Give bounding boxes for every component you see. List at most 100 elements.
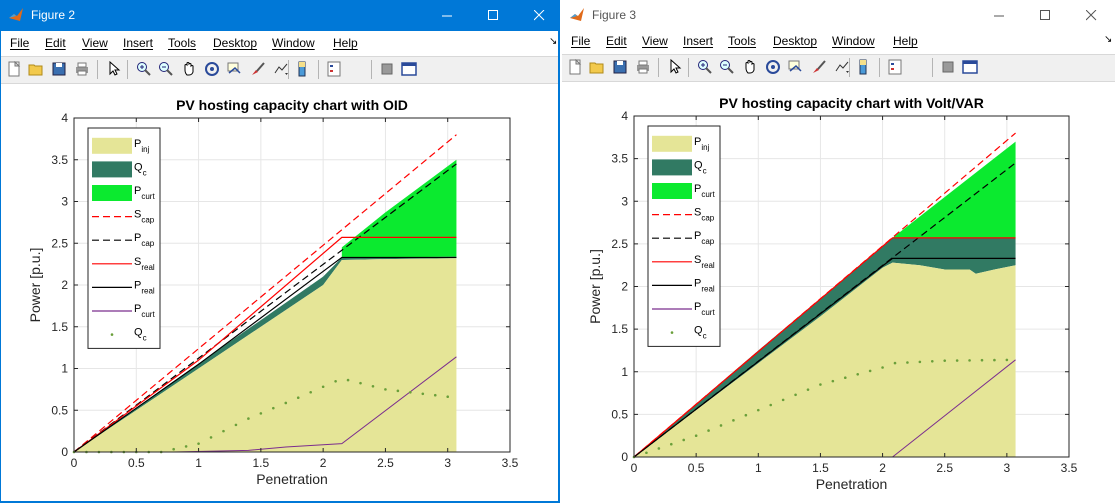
menu-insert[interactable]: Insert <box>683 34 714 48</box>
menu-tools[interactable]: Tools <box>168 36 197 50</box>
zoom-out-button[interactable] <box>719 59 735 75</box>
q-c-point <box>918 360 922 364</box>
rotate-button[interactable] <box>765 59 781 75</box>
menu-help[interactable]: Help <box>333 36 358 50</box>
y-tick-label: 0 <box>61 445 68 459</box>
title-bar[interactable]: Figure 3 <box>562 0 1115 31</box>
q-c-point <box>744 413 748 417</box>
title-bar[interactable]: Figure 2 <box>1 0 558 31</box>
menu-edit[interactable]: Edit <box>606 34 627 48</box>
y-tick-label: 3.5 <box>611 152 628 166</box>
q-c-point <box>334 379 337 383</box>
menu-desktop[interactable]: Desktop <box>213 36 258 50</box>
legend-button[interactable] <box>887 59 903 75</box>
link-button[interactable] <box>834 59 850 75</box>
toolbar-separator <box>127 60 128 79</box>
open-button[interactable] <box>589 59 605 75</box>
q-c-point <box>955 359 959 362</box>
menu-window[interactable]: Window <box>832 34 875 48</box>
legend-dot <box>670 331 674 334</box>
pan-button[interactable] <box>181 61 197 77</box>
x-tick-label: 0 <box>71 456 78 470</box>
print-button[interactable] <box>635 59 651 75</box>
data-cursor-button[interactable] <box>227 61 243 77</box>
q-c-point <box>794 393 797 397</box>
dock-arrow-icon[interactable]: ↘ <box>549 36 558 47</box>
q-c-point <box>234 423 238 427</box>
close-button[interactable] <box>516 0 558 31</box>
x-tick-label: 0 <box>631 461 638 475</box>
open-button[interactable] <box>28 61 44 77</box>
pointer-button[interactable] <box>106 60 122 77</box>
close-button[interactable] <box>1068 0 1114 31</box>
minimize-button[interactable] <box>424 0 470 31</box>
data-cursor-button[interactable] <box>788 59 804 75</box>
colorbar-button[interactable] <box>294 61 310 77</box>
brush-button[interactable] <box>811 59 827 75</box>
show-plot-tools-button[interactable] <box>401 61 417 77</box>
minimize-button[interactable] <box>976 0 1022 31</box>
save-button[interactable] <box>51 61 67 77</box>
pan-button[interactable] <box>742 59 758 75</box>
legend-subscript: curt <box>701 190 715 199</box>
y-tick-label: 1.5 <box>51 320 68 334</box>
link-button[interactable] <box>273 61 289 77</box>
colorbar-button[interactable] <box>855 59 871 75</box>
menu-file[interactable]: File <box>10 36 30 50</box>
hide-plot-tools-button[interactable] <box>940 59 956 75</box>
menu-edit[interactable]: Edit <box>45 36 66 50</box>
zoom-in-icon <box>698 60 712 74</box>
x-tick-label: 1 <box>755 461 762 475</box>
chart-title: PV hosting capacity chart with Volt/VAR <box>719 95 984 111</box>
x-axis-label: Penetration <box>816 476 888 492</box>
x-tick-label: 0.5 <box>128 456 145 470</box>
zoom-in-button[interactable] <box>697 59 713 75</box>
pointer-button[interactable] <box>667 58 683 75</box>
print-button[interactable] <box>74 61 90 77</box>
line-p-real <box>633 257 1016 458</box>
legend-dot <box>110 333 114 336</box>
series-q-c-dots <box>632 358 1009 459</box>
plot-svg[interactable]: 0 0.5 1 1.5 2 2.5 3 3.5 0 0.5 1 1.5 2 2.5 3 3.5 4 PV host… <box>1 84 559 503</box>
menu-view[interactable]: View <box>642 34 668 48</box>
x-tick-label: 2 <box>320 456 327 470</box>
menu-desktop[interactable]: Desktop <box>773 34 818 48</box>
y-tick-label: 2 <box>61 278 68 292</box>
zoom-out-button[interactable] <box>158 61 174 77</box>
menu-tools[interactable]: Tools <box>728 34 757 48</box>
area-p-inj <box>74 258 457 452</box>
menu-view[interactable]: View <box>82 36 108 50</box>
pan-icon <box>745 60 755 74</box>
new-figure-button[interactable] <box>6 60 22 77</box>
new-figure-icon <box>8 60 21 77</box>
menu-file[interactable]: File <box>571 34 591 48</box>
q-c-point <box>856 373 860 376</box>
close-icon <box>1085 10 1096 21</box>
legend-subscript: cap <box>701 237 714 246</box>
maximize-button[interactable] <box>470 0 516 31</box>
data-cursor-icon <box>227 62 241 74</box>
zoom-in-button[interactable] <box>136 61 152 77</box>
legend-button[interactable] <box>326 61 342 77</box>
show-plot-tools-button[interactable] <box>962 59 978 75</box>
rotate-button[interactable] <box>204 61 220 77</box>
menu-window[interactable]: Window <box>272 36 315 50</box>
save-button[interactable] <box>612 59 628 75</box>
pointer-icon <box>670 58 682 74</box>
legend-subscript: real <box>141 263 155 272</box>
plot-svg[interactable]: 0 0.5 1 1.5 2 2.5 3 3.5 0 0.5 1 1.5 2 2.5 3 3.5 4 PV host… <box>562 82 1115 503</box>
figure-3-window: Figure 3 File Edit View Insert Tools Des… <box>562 0 1115 503</box>
dock-arrow-icon[interactable]: ↘ <box>1104 34 1113 45</box>
new-figure-button[interactable] <box>567 58 583 75</box>
menu-insert[interactable]: Insert <box>123 36 154 50</box>
menu-help[interactable]: Help <box>893 34 918 48</box>
legend-subscript: inj <box>701 143 709 152</box>
y-tick-label: 4 <box>621 109 628 123</box>
maximize-button[interactable] <box>1022 0 1068 31</box>
line-p-real <box>73 256 457 453</box>
hide-plot-tools-button[interactable] <box>379 61 395 77</box>
brush-button[interactable] <box>250 61 266 77</box>
pan-icon <box>184 62 194 76</box>
